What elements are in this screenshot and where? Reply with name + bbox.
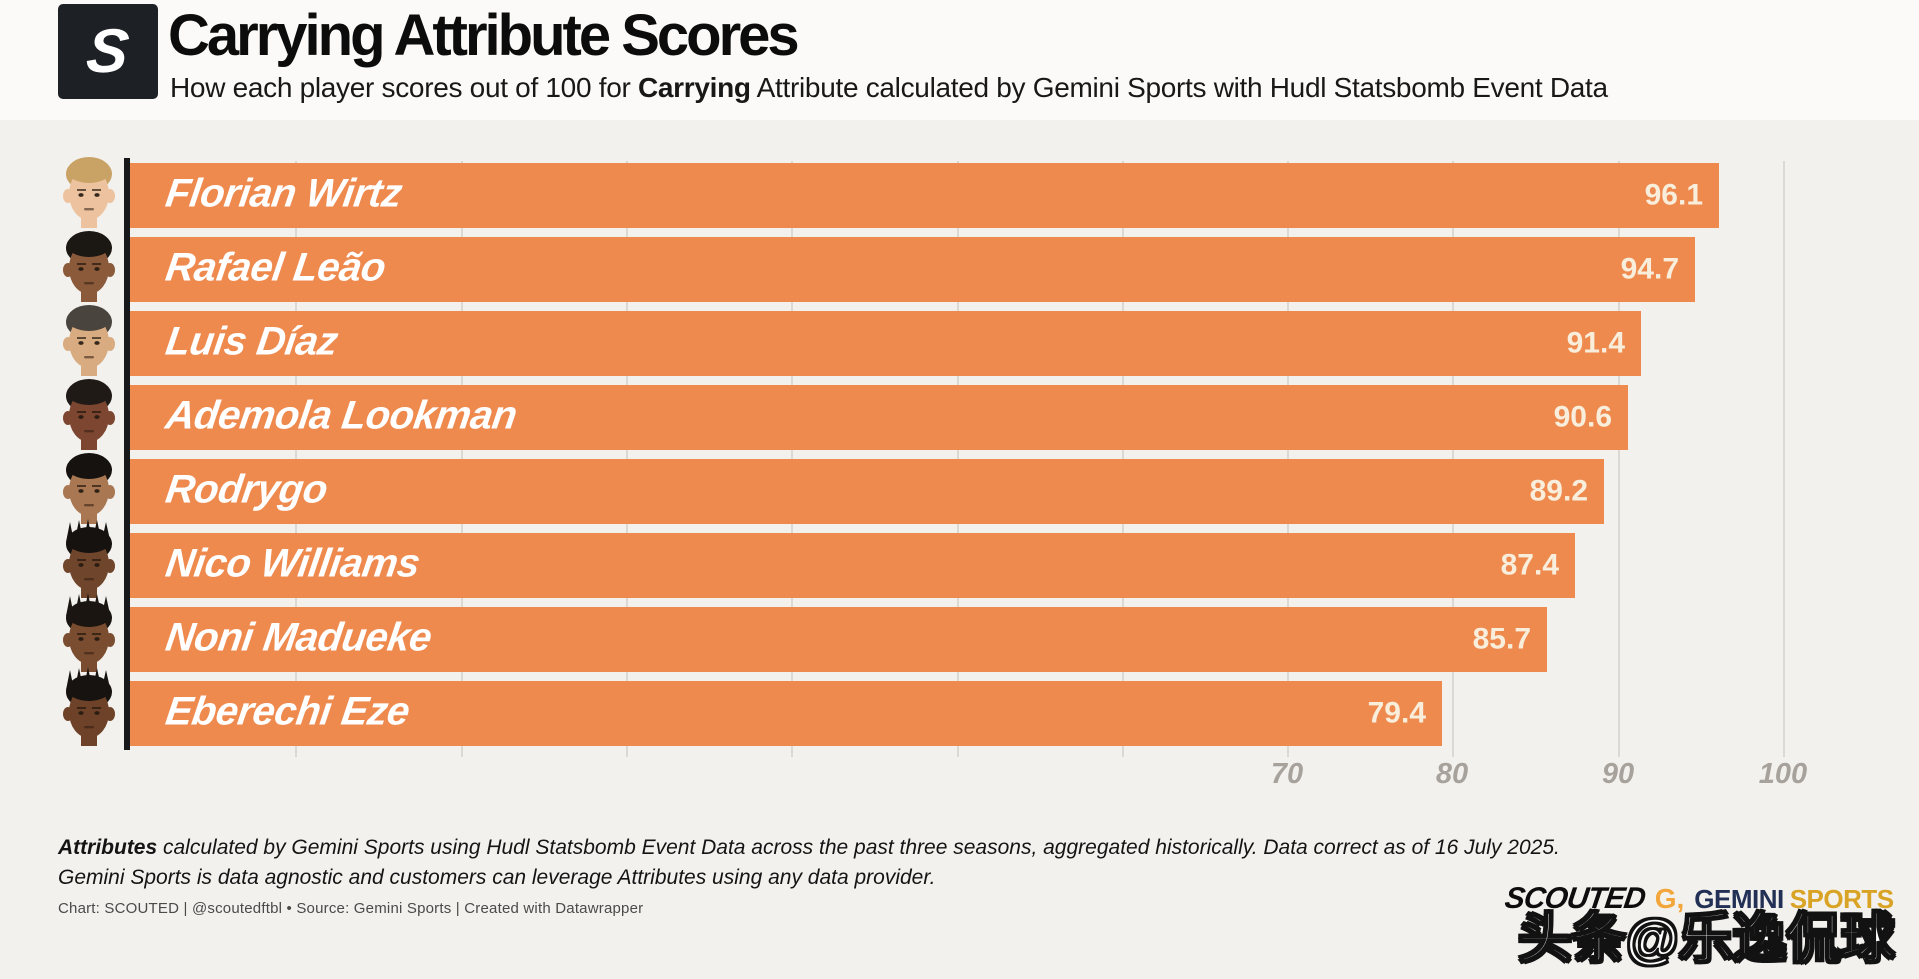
footnote-line2: Gemini Sports is data agnostic and custo…: [58, 866, 936, 889]
score-value-label: 91.4: [1566, 325, 1625, 359]
footnote-rest: calculated by Gemini Sports using Hudl S…: [157, 836, 1560, 859]
player-name-label: Ademola Lookman: [162, 393, 520, 438]
player-avatar-icon: [63, 379, 115, 450]
footnote-line1: Attributes calculated by Gemini Sports u…: [58, 836, 1560, 860]
player-name-label: Rafael Leão: [162, 245, 389, 290]
scouted-s-icon: S: [83, 17, 133, 86]
player-name-label: Florian Wirtz: [162, 171, 405, 216]
score-bar: Rafael Leão 94.7: [130, 237, 1695, 302]
subtitle-prefix: How each player scores out of 100 for: [170, 72, 638, 103]
score-bar: Florian Wirtz 96.1: [130, 163, 1719, 228]
x-tick-80: 80: [1435, 758, 1469, 790]
score-bar: Luis Díaz 91.4: [130, 311, 1641, 376]
player-avatar-icon: [63, 593, 115, 672]
player-avatar-icon: [63, 667, 115, 746]
player-name-label: Rodrygo: [162, 467, 331, 512]
page-subtitle: How each player scores out of 100 for Ca…: [170, 72, 1608, 104]
score-bar: Noni Madueke 85.7: [130, 607, 1547, 672]
footnote-bold-word: Attributes: [58, 836, 158, 859]
score-value-label: 96.1: [1644, 177, 1703, 211]
player-avatar-icon: [63, 519, 115, 598]
subtitle-suffix: Attribute calculated by Gemini Sports wi…: [750, 72, 1608, 103]
player-headshot: [54, 222, 124, 302]
score-value-label: 90.6: [1553, 399, 1612, 433]
player-name-label: Luis Díaz: [162, 319, 341, 364]
x-tick-100: 100: [1758, 758, 1808, 790]
score-value-label: 79.4: [1367, 695, 1426, 729]
chart-credit: Chart: SCOUTED | @scoutedftbl • Source: …: [58, 900, 644, 917]
player-headshot: [54, 592, 124, 672]
gridline-100: [1783, 161, 1785, 757]
bar-row: Rodrygo 89.2: [0, 453, 1919, 524]
bar-row: Rafael Leão 94.7: [0, 231, 1919, 302]
player-headshot: [54, 296, 124, 376]
player-name-label: Noni Madueke: [162, 615, 435, 660]
sports-wordmark: SPORTS: [1789, 883, 1894, 914]
score-bar: Ademola Lookman 90.6: [130, 385, 1628, 450]
player-name-label: Eberechi Eze: [162, 689, 413, 734]
score-bar: Rodrygo 89.2: [130, 459, 1604, 524]
bar-row: Eberechi Eze 79.4: [0, 667, 1919, 746]
score-value-label: 85.7: [1472, 621, 1531, 655]
score-bar: Eberechi Eze 79.4: [130, 681, 1442, 746]
toutiao-watermark: 头条@乐逸侃球: [1517, 908, 1896, 970]
player-avatar-icon: [63, 453, 115, 524]
brand-logos: SCOUTED G, GEMINI SPORTS: [1503, 882, 1894, 916]
player-name-label: Nico Williams: [162, 541, 423, 586]
gemini-g-icon: G,: [1654, 883, 1685, 914]
player-avatar-icon: [63, 305, 115, 376]
gridline-90: [1617, 161, 1620, 757]
score-bar: Nico Williams 87.4: [130, 533, 1575, 598]
scouted-logo-badge: S: [58, 4, 158, 99]
x-tick-70: 70: [1270, 758, 1304, 790]
bar-row: Nico Williams 87.4: [0, 519, 1919, 598]
player-headshot: [54, 518, 124, 598]
score-value-label: 87.4: [1500, 547, 1559, 581]
score-value-label: 89.2: [1529, 473, 1588, 507]
subtitle-bold-word: Carrying: [637, 72, 751, 103]
header-strip: [0, 0, 1919, 120]
bar-row: Luis Díaz 91.4: [0, 305, 1919, 376]
bar-row: Ademola Lookman 90.6: [0, 379, 1919, 450]
player-avatar-icon: [63, 157, 115, 228]
player-headshot: [54, 666, 124, 746]
page-title: Carrying Attribute Scores: [168, 3, 800, 68]
score-value-label: 94.7: [1620, 251, 1679, 285]
y-axis-baseline: [124, 158, 130, 750]
bar-row: Florian Wirtz 96.1: [0, 157, 1919, 228]
player-avatar-icon: [63, 231, 115, 302]
player-headshot: [54, 148, 124, 228]
bar-row: Noni Madueke 85.7: [0, 593, 1919, 672]
gemini-wordmark: GEMINI: [1694, 883, 1784, 914]
player-headshot: [54, 444, 124, 524]
x-tick-90: 90: [1601, 758, 1635, 790]
player-headshot: [54, 370, 124, 450]
